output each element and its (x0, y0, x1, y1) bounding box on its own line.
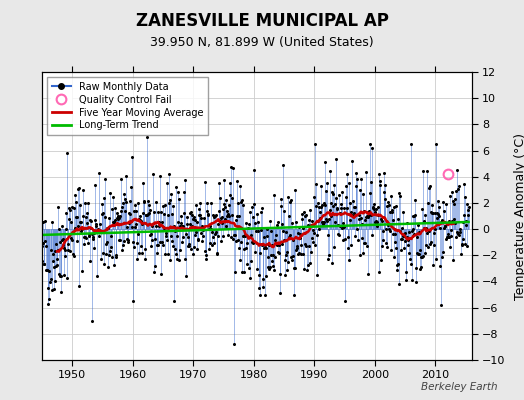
Text: ZANESVILLE MUNICIPAL AP: ZANESVILLE MUNICIPAL AP (136, 12, 388, 30)
Legend: Raw Monthly Data, Quality Control Fail, Five Year Moving Average, Long-Term Tren: Raw Monthly Data, Quality Control Fail, … (47, 77, 208, 135)
Y-axis label: Temperature Anomaly (°C): Temperature Anomaly (°C) (514, 132, 524, 300)
Text: 39.950 N, 81.899 W (United States): 39.950 N, 81.899 W (United States) (150, 36, 374, 49)
Text: Berkeley Earth: Berkeley Earth (421, 382, 498, 392)
